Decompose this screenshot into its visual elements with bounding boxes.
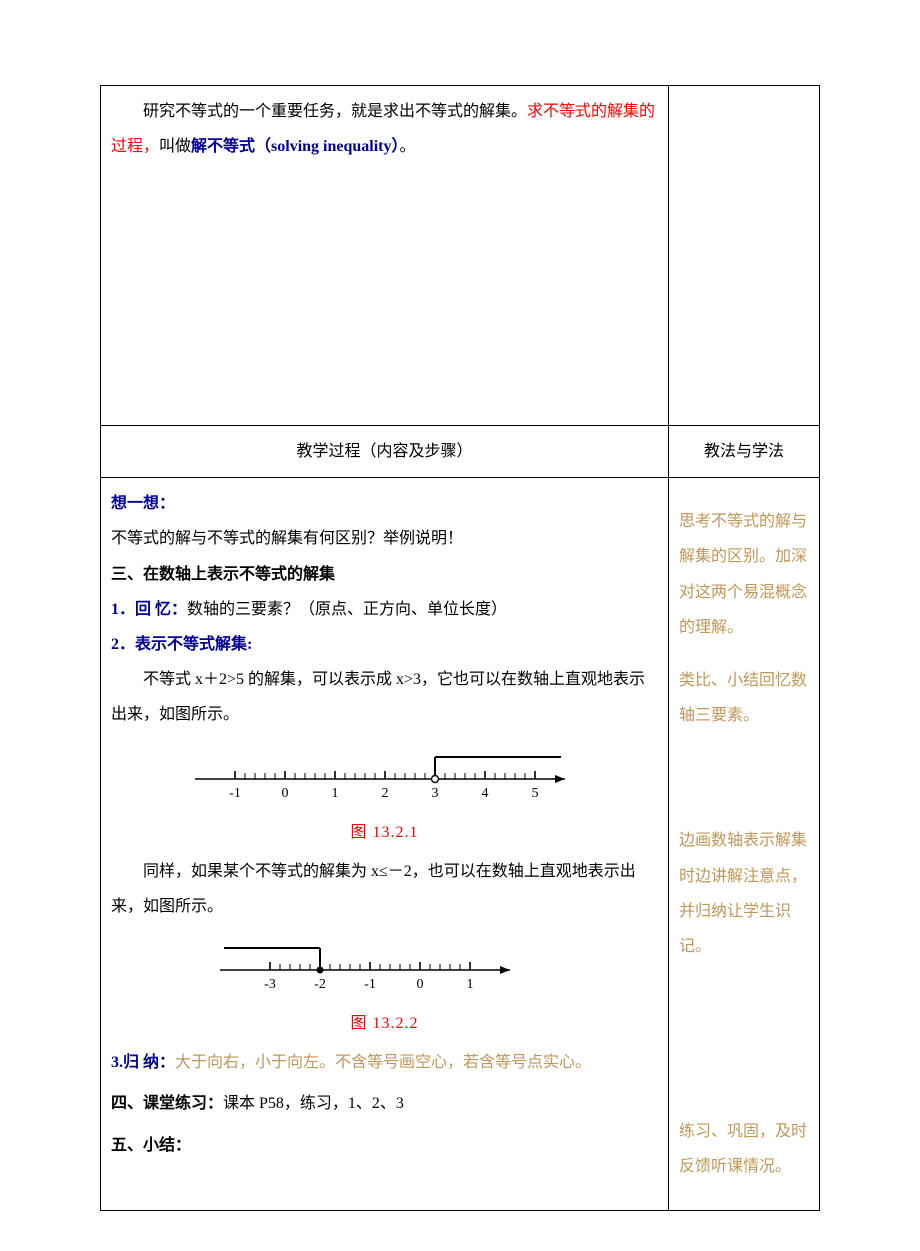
svg-text:-3: -3 [264,977,276,992]
sec5-label: 五、小结： [111,1128,658,1163]
sec4-text: 课本 P58，练习，1、2、3 [223,1095,404,1112]
recall-text: 数轴的三要素？（原点、正方向、单位长度） [187,601,507,618]
number-line-2: -3 -2 -1 0 1 [165,930,605,1000]
svg-text:2: 2 [381,786,388,801]
body-row: 想一想： 不等式的解与不等式的解集有何区别？举例说明！ 三、在数轴上表示不等式的… [101,478,820,1211]
sec3-title: 三、在数轴上表示不等式的解集 [111,557,658,592]
intro-text-bluebold: 解不等式（solving inequality） [191,138,399,155]
intro-paragraph: 研究不等式的一个重要任务，就是求出不等式的解集。求不等式的解集的过程，叫做解不等… [111,94,658,164]
intro-text-2a: 叫做 [159,138,191,155]
side-p2: 类比、小结回忆数轴三要素。 [679,663,809,733]
svg-text:-1: -1 [364,977,376,992]
svg-text:1: 1 [466,977,473,992]
svg-text:0: 0 [416,977,423,992]
fig1-label: 图 13.2.1 [111,815,658,850]
fig2-label: 图 13.2.2 [111,1006,658,1041]
number-line-1: -1 0 1 2 3 4 5 [165,739,605,809]
summary-text: 大于向右，小于向左。不含等号画空心，若含等号点实心。 [175,1054,591,1071]
side-p3: 边画数轴表示解集时边讲解注意点，并归纳让学生识记。 [679,823,809,964]
svg-text:5: 5 [531,786,538,801]
sec4-label: 四、课堂练习： [111,1095,223,1112]
top-row: 研究不等式的一个重要任务，就是求出不等式的解集。求不等式的解集的过程，叫做解不等… [101,86,820,426]
header-main: 教学过程（内容及步骤） [101,426,669,478]
header-side: 教法与学法 [669,426,820,478]
svg-text:1: 1 [331,786,338,801]
top-cell-side [669,86,820,426]
svg-text:-2: -2 [314,977,326,992]
svg-text:-1: -1 [229,786,241,801]
body-side: 思考不等式的解与解集的区别。加深对这两个易混概念的理解。 类比、小结回忆数轴三要… [669,478,820,1211]
summary-line: 3.归 纳：大于向右，小于向左。不含等号画空心，若含等号点实心。 [111,1045,658,1080]
think-question: 不等式的解与不等式的解集有何区别？举例说明！ [111,521,658,556]
document-page: 研究不等式的一个重要任务，就是求出不等式的解集。求不等式的解集的过程，叫做解不等… [0,0,920,1251]
side-p4: 练习、巩固，及时反馈听课情况。 [679,1114,809,1184]
summary-label: 3.归 纳： [111,1054,175,1071]
top-cell-main: 研究不等式的一个重要任务，就是求出不等式的解集。求不等式的解集的过程，叫做解不等… [101,86,669,426]
express-p1: 不等式 x＋2>5 的解集，可以表示成 x>3，它也可以在数轴上直观地表示出来，… [111,662,658,732]
think-label: 想一想： [111,486,658,521]
body-main: 想一想： 不等式的解与不等式的解集有何区别？举例说明！ 三、在数轴上表示不等式的… [101,478,669,1211]
svg-text:3: 3 [431,786,438,801]
header-row: 教学过程（内容及步骤） 教法与学法 [101,426,820,478]
intro-text-2b: 。 [400,138,416,155]
side-p1: 思考不等式的解与解集的区别。加深对这两个易混概念的理解。 [679,504,809,645]
sec4-line: 四、课堂练习：课本 P58，练习，1、2、3 [111,1086,658,1121]
svg-text:4: 4 [481,786,488,801]
document-table: 研究不等式的一个重要任务，就是求出不等式的解集。求不等式的解集的过程，叫做解不等… [100,85,820,1211]
express-label: 2．表示不等式解集: [111,627,658,662]
intro-text-1: 研究不等式的一个重要任务，就是求出不等式的解集。 [143,103,527,120]
svg-text:0: 0 [281,786,288,801]
recall-line: 1．回 忆：数轴的三要素？（原点、正方向、单位长度） [111,592,658,627]
express-p2: 同样，如果某个不等式的解集为 x≤－2，也可以在数轴上直观地表示出来，如图所示。 [111,854,658,924]
recall-label: 1．回 忆： [111,601,187,618]
